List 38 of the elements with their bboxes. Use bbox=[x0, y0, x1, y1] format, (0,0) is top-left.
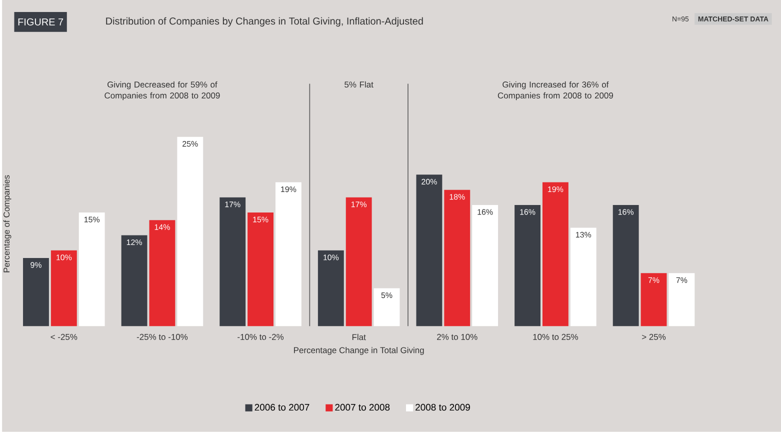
text: Giving Decreased for 59% of Companies from 2008 to 2009 bbox=[104, 81, 220, 100]
bar bbox=[220, 197, 246, 326]
bar bbox=[149, 220, 176, 326]
chart-title: Distribution of Companies by Changes in Total Giving, Inflation-Adjusted bbox=[106, 17, 423, 27]
bar bbox=[640, 273, 667, 326]
bar bbox=[668, 273, 695, 326]
bar bbox=[570, 228, 596, 326]
bar bbox=[248, 212, 274, 326]
x-tick-label: -10% to -2% bbox=[238, 334, 284, 340]
x-tick-label: -25% to -10% bbox=[136, 334, 188, 340]
legend-label: 2008 to 2009 bbox=[416, 404, 470, 411]
bar bbox=[416, 174, 442, 326]
x-tick-label: Flat bbox=[352, 334, 366, 340]
bar bbox=[177, 136, 204, 326]
x-tick-label: > 25% bbox=[642, 334, 666, 340]
bar bbox=[472, 205, 498, 326]
bar bbox=[346, 197, 372, 326]
x-axis-title: Percentage Change in Total Giving bbox=[294, 347, 424, 355]
caption: FIGURE 7 bbox=[18, 18, 64, 26]
bar bbox=[514, 205, 540, 326]
bar bbox=[23, 258, 49, 326]
x-tick-label: 10% to 25% bbox=[533, 334, 578, 340]
x-tick-label: < -25% bbox=[50, 334, 78, 340]
y-axis-title: Percentage of Companies bbox=[3, 175, 12, 272]
legend-label: 2007 to 2008 bbox=[335, 404, 390, 411]
text: 5% Flat bbox=[344, 81, 374, 88]
bar bbox=[121, 235, 148, 326]
legend-label: 2006 to 2007 bbox=[254, 404, 310, 411]
text: Giving Increased for 36% of Companies from 2008 to 2009 bbox=[498, 81, 613, 100]
bar bbox=[612, 205, 639, 326]
bar bbox=[50, 250, 77, 326]
bar bbox=[318, 250, 344, 326]
bar bbox=[542, 182, 568, 326]
x-tick-label: 2% to 10% bbox=[437, 334, 478, 340]
bar bbox=[444, 190, 470, 326]
bar bbox=[78, 212, 105, 326]
bar bbox=[374, 288, 400, 326]
bar bbox=[275, 182, 302, 326]
